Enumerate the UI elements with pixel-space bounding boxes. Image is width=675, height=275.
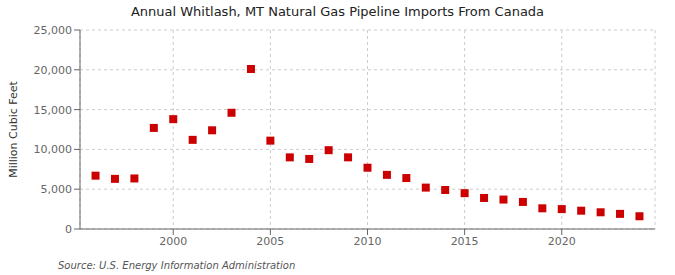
svg-text:Million Cubic Feet: Million Cubic Feet xyxy=(8,80,20,177)
html-text:Source: U.S. Energy Informatio: Source: U.S. Energy Information Administ… xyxy=(58,260,296,271)
svg-text:2010: 2010 xyxy=(354,235,382,248)
svg-text:5,000: 5,000 xyxy=(41,183,73,196)
svg-text:15,000: 15,000 xyxy=(34,104,73,117)
svg-text:2000: 2000 xyxy=(159,235,187,248)
svg-text:2020: 2020 xyxy=(548,235,576,248)
svg-text:25,000: 25,000 xyxy=(34,24,73,37)
svg-text:2005: 2005 xyxy=(256,235,284,248)
svg-text:20,000: 20,000 xyxy=(34,64,73,77)
svg-text:10,000: 10,000 xyxy=(34,143,73,156)
svg-text:0: 0 xyxy=(65,223,72,236)
html-text:Annual Whitlash, MT Natural Ga: Annual Whitlash, MT Natural Gas Pipeline… xyxy=(130,4,545,19)
svg-text:2015: 2015 xyxy=(451,235,479,248)
